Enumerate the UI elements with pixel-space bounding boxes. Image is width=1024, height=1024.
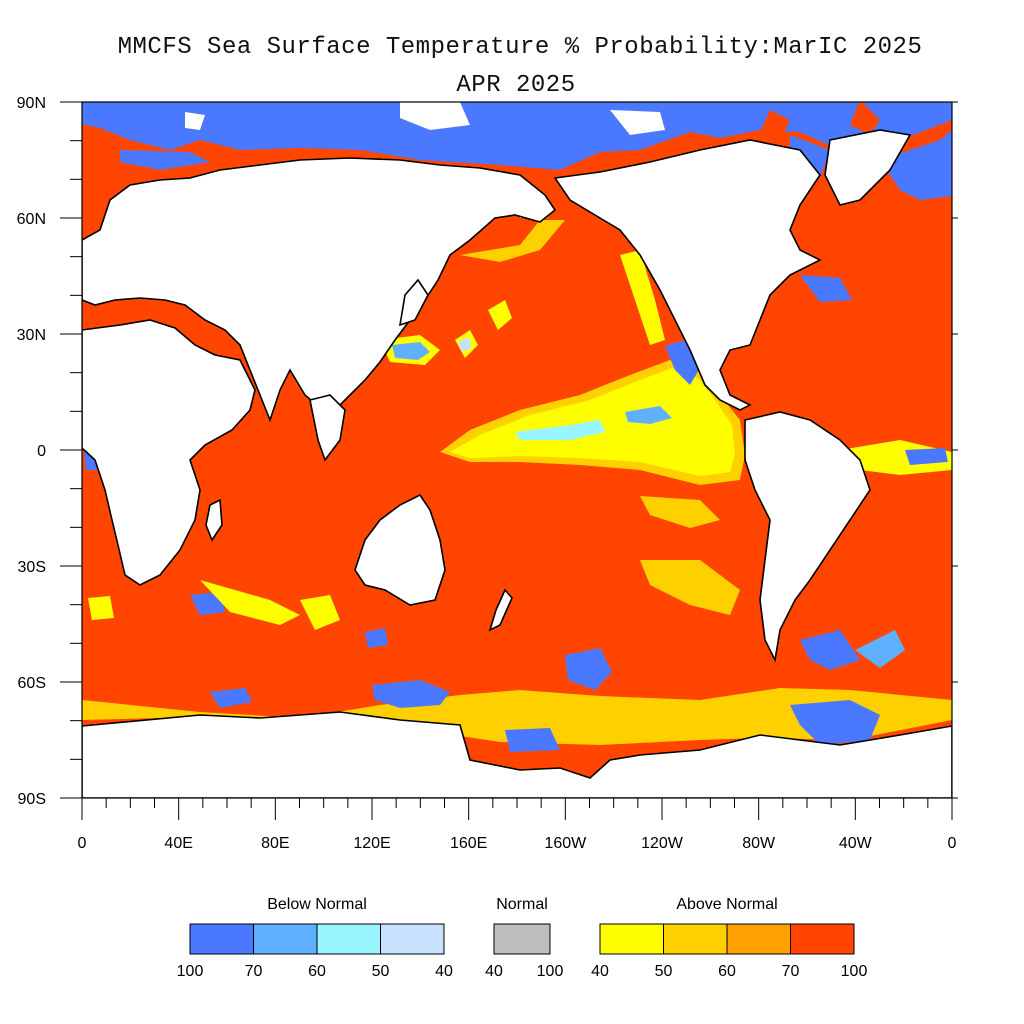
lon-tick-label: 80E	[261, 835, 289, 852]
africa	[82, 319, 256, 586]
lon-tick-label: 120W	[641, 835, 684, 852]
legend-swatch	[726, 923, 791, 955]
chart-subtitle: APR 2025	[456, 72, 576, 99]
legend-normal-ticks: 40 100	[485, 963, 563, 980]
legend-swatch	[790, 923, 855, 955]
legend-tick-label: 40	[435, 963, 453, 980]
legend-swatch	[380, 923, 445, 955]
legend-below-swatches	[189, 923, 445, 955]
legend-tick-label: 60	[308, 963, 326, 980]
new-zealand	[488, 588, 513, 632]
lat-tick-label: 90S	[18, 791, 46, 808]
legend-above-swatches	[599, 923, 855, 955]
legend-tick-label: 50	[655, 963, 673, 980]
legend-swatch	[253, 923, 318, 955]
legend-swatch	[663, 923, 728, 955]
southern-ocean-features	[82, 275, 952, 752]
southeast-asia	[309, 394, 346, 462]
legend-normal-title: Normal	[496, 896, 548, 913]
greenland	[824, 129, 912, 206]
lat-tick-label: 60N	[17, 211, 46, 228]
north-america	[553, 139, 822, 411]
lat-tick-label: 0	[37, 443, 46, 460]
lon-tick-label: 120E	[353, 835, 390, 852]
madagascar	[205, 498, 223, 542]
legend: Below Normal Normal Above Normal 100 70 60…	[177, 896, 868, 980]
legend-normal-swatch	[493, 923, 551, 955]
lat-tick-label: 30S	[18, 559, 46, 576]
japan	[398, 278, 429, 327]
legend-tick-label: 100	[841, 963, 868, 980]
antarctica	[82, 711, 952, 798]
australia	[354, 493, 446, 606]
lon-tick-label: 0	[78, 835, 87, 852]
lon-tick-label: 160E	[450, 835, 487, 852]
legend-above-title: Above Normal	[676, 896, 777, 913]
chart-title: MMCFS Sea Surface Temperature % Probabil…	[117, 34, 923, 61]
south-america	[744, 411, 871, 663]
lon-tick-label: 0	[948, 835, 957, 852]
legend-tick-label: 60	[718, 963, 736, 980]
legend-tick-label: 70	[782, 963, 800, 980]
legend-swatch	[189, 923, 254, 955]
lon-tick-label: 40W	[839, 835, 873, 852]
lat-tick-label: 60S	[18, 675, 46, 692]
lat-tick-label: 30N	[17, 327, 46, 344]
lon-tick-label: 40E	[164, 835, 192, 852]
land	[82, 129, 952, 798]
legend-below-ticks: 100 70 60 50 40	[177, 963, 453, 980]
lon-tick-label: 160W	[544, 835, 587, 852]
legend-tick-label: 50	[372, 963, 390, 980]
legend-tick-label: 100	[177, 963, 204, 980]
legend-tick-label: 100	[537, 963, 564, 980]
legend-above-ticks: 40 50 60 70 100	[591, 963, 867, 980]
lon-tick-label: 80W	[742, 835, 776, 852]
lat-tick-label: 90N	[17, 95, 46, 112]
latitude-axis: 90N 60N 30N 0 30S 60S 90S	[17, 95, 958, 808]
legend-swatch	[316, 923, 381, 955]
legend-swatch	[599, 923, 664, 955]
pacific-yellow-tongue	[440, 340, 745, 528]
legend-tick-label: 40	[591, 963, 609, 980]
map-panel	[82, 102, 952, 798]
longitude-axis: 0 40E 80E 120E 160E 160W 120W 80W 40W 0	[78, 798, 957, 852]
legend-tick-label: 40	[485, 963, 503, 980]
legend-below-title: Below Normal	[267, 896, 367, 913]
legend-tick-label: 70	[245, 963, 263, 980]
